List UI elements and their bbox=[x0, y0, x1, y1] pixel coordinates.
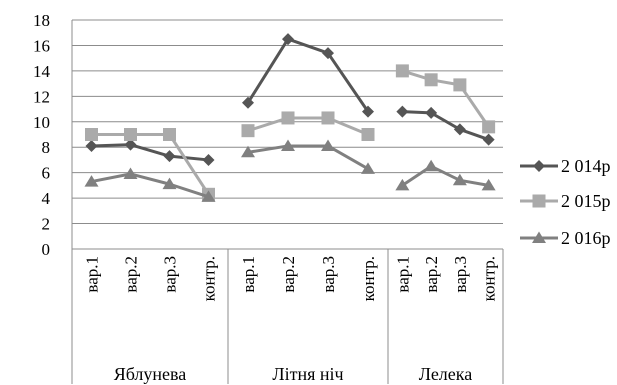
y-tick-label: 2 bbox=[42, 215, 51, 234]
y-axis: 0 2 4 6 8 10 12 14 16 18 bbox=[33, 11, 73, 259]
y-tick-label: 8 bbox=[42, 138, 51, 157]
group-label: Яблунева bbox=[114, 364, 187, 384]
series-line bbox=[246, 37, 370, 113]
data-point bbox=[321, 139, 335, 151]
data-point bbox=[322, 47, 334, 60]
series-line bbox=[401, 164, 489, 187]
data-point bbox=[453, 123, 466, 136]
data-point bbox=[452, 173, 467, 186]
legend-marker bbox=[533, 160, 545, 172]
y-tick-label: 0 bbox=[42, 240, 51, 259]
data-point bbox=[424, 73, 438, 87]
group-label: Лелека bbox=[419, 364, 473, 384]
y-tick-label: 16 bbox=[33, 36, 50, 55]
series-triangle bbox=[84, 139, 496, 202]
series-line bbox=[91, 133, 210, 196]
group-label: Літня ніч bbox=[272, 364, 343, 384]
y-tick-label: 12 bbox=[33, 87, 50, 106]
series-line bbox=[247, 116, 369, 136]
x-tick-label: контр. bbox=[359, 256, 378, 301]
data-point bbox=[163, 128, 176, 141]
x-tick-label: контр. bbox=[200, 256, 219, 301]
x-tick-label: вар.2 bbox=[422, 256, 441, 293]
data-series bbox=[84, 33, 496, 202]
data-point bbox=[482, 133, 495, 146]
data-point bbox=[162, 177, 177, 190]
y-tick-label: 18 bbox=[33, 11, 50, 30]
x-tick-label: контр. bbox=[480, 256, 499, 301]
data-point bbox=[241, 145, 255, 158]
x-tick-label: вар.1 bbox=[239, 256, 258, 293]
data-point bbox=[124, 138, 137, 151]
x-tick-label: вар.1 bbox=[83, 256, 102, 293]
data-point bbox=[395, 178, 410, 191]
series-line bbox=[402, 110, 490, 142]
data-point bbox=[425, 106, 438, 119]
data-point bbox=[482, 120, 496, 134]
data-point bbox=[361, 128, 375, 141]
x-tick-label: вар.3 bbox=[161, 256, 180, 293]
data-point bbox=[424, 159, 439, 172]
data-point bbox=[201, 190, 216, 202]
legend-label: 2 014р bbox=[561, 156, 611, 176]
legend-label: 2 015р bbox=[561, 191, 611, 211]
data-point bbox=[361, 162, 375, 174]
legend: 2 014р 2 015р 2 016р bbox=[520, 156, 611, 248]
data-point bbox=[241, 124, 255, 138]
data-point bbox=[163, 150, 176, 163]
x-tick-label: вар.2 bbox=[122, 256, 141, 293]
data-point bbox=[124, 128, 137, 141]
legend-marker bbox=[532, 231, 546, 243]
y-tick-label: 4 bbox=[42, 189, 51, 208]
data-point bbox=[202, 153, 215, 166]
series-line bbox=[401, 69, 490, 128]
data-point bbox=[362, 105, 374, 118]
data-point bbox=[453, 78, 467, 92]
series-line bbox=[91, 143, 209, 162]
x-axis: вар.1 вар.2 вар.3 контр. Яблунева вар.1 вар.2 в… bbox=[71, 249, 504, 384]
y-tick-label: 14 bbox=[33, 62, 51, 81]
x-tick-label: вар.2 bbox=[279, 256, 298, 293]
data-point bbox=[281, 111, 295, 125]
data-point bbox=[84, 175, 99, 187]
legend-marker bbox=[532, 194, 546, 208]
data-point bbox=[321, 111, 335, 125]
data-point bbox=[481, 178, 496, 191]
x-tick-label: вар.1 bbox=[393, 256, 412, 293]
data-point bbox=[85, 139, 98, 152]
data-point bbox=[282, 33, 294, 46]
series-square bbox=[85, 64, 496, 201]
y-tick-label: 10 bbox=[33, 113, 50, 132]
data-point bbox=[396, 105, 409, 118]
x-tick-label: вар.3 bbox=[451, 256, 470, 293]
y-tick-label: 6 bbox=[42, 164, 51, 183]
data-point bbox=[85, 128, 98, 141]
data-point bbox=[281, 139, 295, 151]
data-point bbox=[395, 64, 409, 78]
data-point bbox=[242, 96, 254, 109]
series-diamond bbox=[85, 33, 495, 166]
series-line bbox=[91, 172, 209, 199]
series-line bbox=[247, 144, 369, 171]
x-tick-label: вар.3 bbox=[319, 256, 338, 293]
legend-label: 2 016р bbox=[561, 228, 611, 248]
data-point bbox=[123, 167, 138, 179]
